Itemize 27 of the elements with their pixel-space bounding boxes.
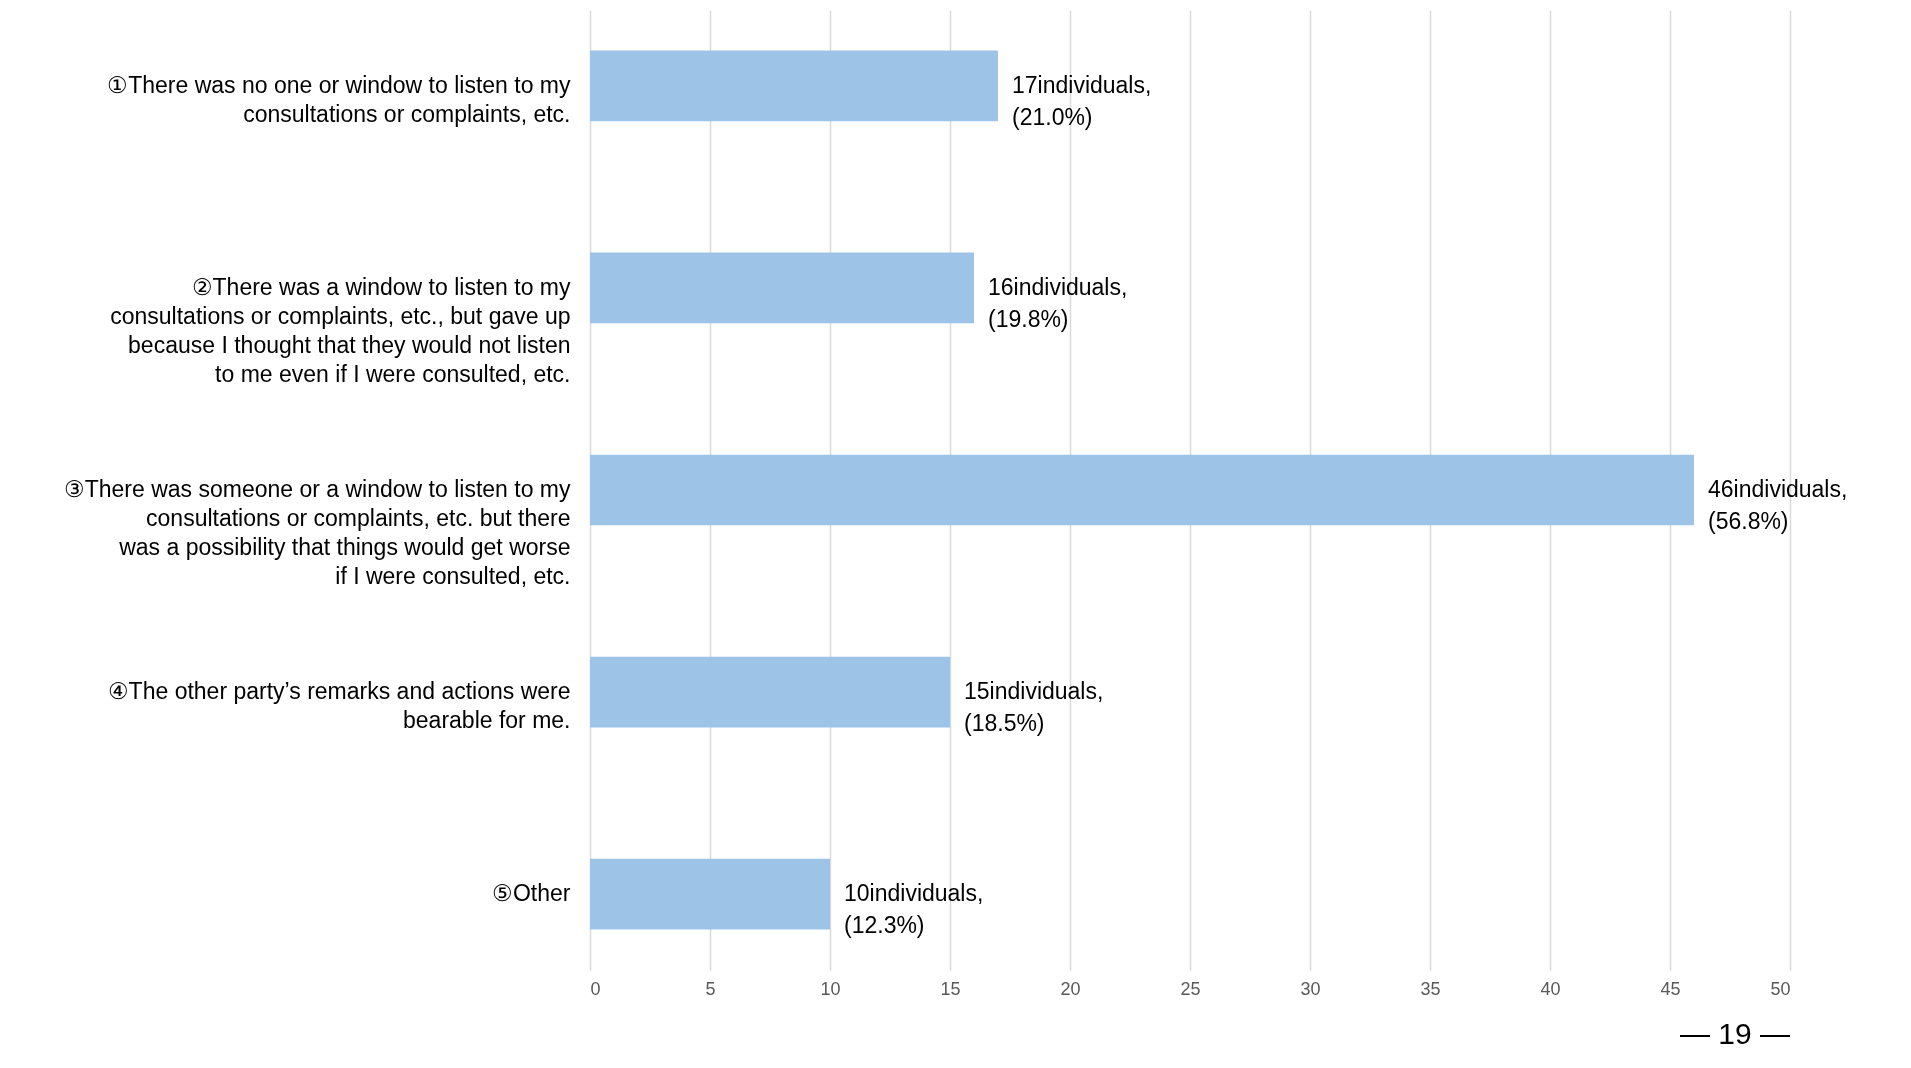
x-tick-label: 25 [1180, 978, 1201, 999]
bar [590, 50, 998, 122]
x-tick-label: 40 [1540, 978, 1561, 999]
x-tick-label: 20 [1060, 978, 1081, 999]
data-label: 16individuals, (19.8%) [988, 273, 1128, 332]
x-tick-label: 5 [705, 978, 716, 999]
data-label: 46individuals, (56.8%) [1708, 476, 1848, 534]
data-label: 10individuals, (12.3%) [844, 880, 984, 939]
x-tick-label: 15 [940, 978, 961, 999]
y-tick-label: ⑤Other [491, 880, 571, 907]
x-tick-label: 45 [1660, 978, 1681, 999]
bar [590, 454, 1694, 526]
x-tick-label: 50 [1770, 978, 1791, 999]
y-tick-label: ③There was someone or a window to listen to my consultations or complaints, etc. but there was a possibility that things would get worse if I were consulted, etc. [63, 476, 571, 589]
y-tick-label: ①There was no one or window to listen to my consultations or complaints, etc. [107, 71, 571, 127]
text: — 19 — [1679, 1017, 1790, 1050]
x-tick-label: 10 [820, 978, 841, 999]
x-tick-label: 35 [1420, 978, 1441, 999]
y-tick-label: ④The other party’s remarks and actions were bearable for me. [107, 678, 571, 734]
bar [590, 252, 974, 324]
data-label: 15individuals, (18.5%) [964, 678, 1104, 737]
data-label: 17individuals, (21.0%) [1012, 71, 1152, 130]
y-tick-label: ②There was a window to listen to my consultations or complaints, etc., but gave up because I thought that they would not listen to me even if I were consulted, etc. [110, 273, 571, 387]
x-tick-label: 0 [590, 978, 601, 999]
bar [590, 858, 830, 930]
x-tick-label: 30 [1300, 978, 1321, 999]
bar [590, 656, 950, 728]
